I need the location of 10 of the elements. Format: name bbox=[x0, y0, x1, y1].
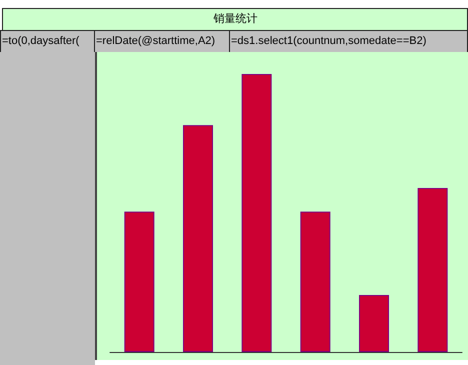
bar bbox=[359, 295, 389, 352]
text: =relDate(@starttime,A2) bbox=[94, 30, 230, 53]
chart-title: 销量统计 bbox=[2, 8, 468, 31]
bar bbox=[124, 212, 154, 352]
bar bbox=[418, 188, 448, 352]
bar bbox=[300, 212, 330, 352]
bar bbox=[242, 74, 272, 352]
bar bbox=[183, 125, 213, 352]
text: =to(0,daysafter( bbox=[0, 30, 95, 53]
text: =ds1.select1(countnum,somedate==B2) bbox=[229, 30, 468, 53]
